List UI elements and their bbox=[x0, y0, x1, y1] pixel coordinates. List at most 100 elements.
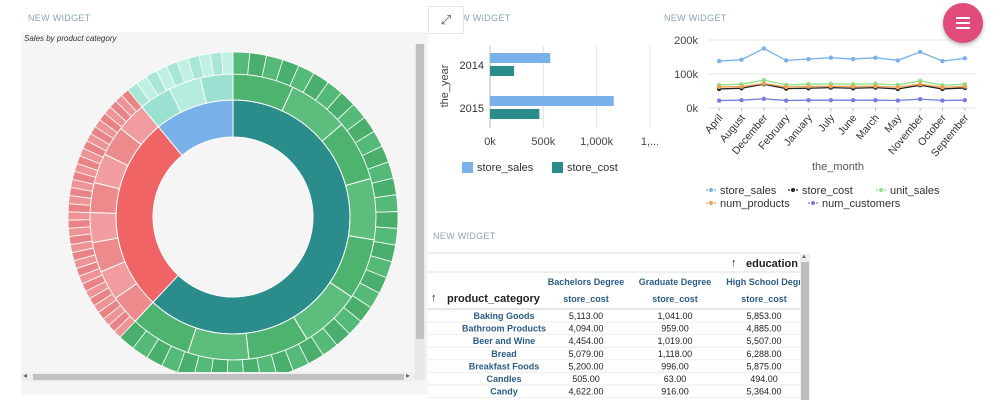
data-point bbox=[739, 57, 744, 62]
chart-title: Sales by product category bbox=[24, 34, 117, 43]
data-point bbox=[895, 58, 901, 63]
table-cell: 5,079.00 bbox=[568, 349, 603, 359]
sunburst-widget[interactable]: NEW WIDGET Sales by product category ◂ ▸ bbox=[21, 6, 428, 395]
data-point bbox=[806, 56, 811, 62]
table-cell: 63.00 bbox=[664, 374, 687, 384]
widget-title: NEW WIDGET bbox=[28, 13, 91, 23]
x-tick-label: 1,... bbox=[641, 136, 658, 148]
x-tick-label: 500k bbox=[531, 136, 555, 148]
data-point bbox=[716, 84, 722, 90]
data-point bbox=[940, 98, 945, 103]
y-tick-label: 0k bbox=[686, 103, 698, 115]
data-point bbox=[783, 84, 789, 90]
data-point bbox=[828, 55, 834, 60]
row-header: Bread bbox=[491, 349, 517, 359]
widget-title: NEW WIDGET bbox=[448, 13, 511, 23]
table-cell: 5,875.00 bbox=[746, 361, 781, 371]
data-point bbox=[962, 56, 968, 61]
row-header: Breakfast Foods bbox=[469, 361, 540, 371]
table-vertical-scrollbar[interactable]: ▲ bbox=[800, 254, 810, 400]
scroll-right-icon[interactable]: ▸ bbox=[406, 371, 411, 380]
sunburst-outer-segment bbox=[374, 194, 399, 213]
legend-marker bbox=[791, 188, 795, 192]
sunburst-outer-segment bbox=[67, 219, 91, 229]
data-point bbox=[873, 97, 878, 103]
hamburger-menu-icon bbox=[956, 14, 970, 32]
sunburst-outer-segment bbox=[375, 211, 399, 229]
bar bbox=[490, 109, 540, 119]
row-dimension-label: product_category bbox=[447, 293, 541, 305]
measure-header: store_cost bbox=[563, 294, 609, 304]
x-axis-label: the_month bbox=[812, 161, 864, 173]
legend-label: store_cost bbox=[567, 162, 618, 174]
data-point bbox=[895, 85, 901, 90]
table-cell: 959.00 bbox=[661, 324, 689, 334]
data-point bbox=[873, 55, 878, 60]
menu-fab-button[interactable] bbox=[943, 3, 983, 43]
table-cell: 1,041.00 bbox=[657, 311, 692, 321]
sunburst-outer-segment bbox=[232, 51, 251, 76]
row-header: Candy bbox=[490, 387, 518, 397]
table-cell: 1,118.00 bbox=[658, 349, 692, 359]
series-line bbox=[719, 79, 965, 86]
table-cell: 505.00 bbox=[572, 374, 600, 384]
data-point bbox=[917, 49, 923, 55]
bar-chart-widget[interactable]: NEW WIDGET 0k 500k 1,000k 1,... 2014 2015 the_… bbox=[428, 6, 658, 186]
column-header: Graduate Degree bbox=[639, 277, 712, 287]
table-cell: 5,507.00 bbox=[746, 336, 781, 346]
row-header: Bathroom Products bbox=[462, 324, 546, 334]
data-point bbox=[850, 84, 856, 89]
data-point bbox=[761, 81, 767, 86]
data-point bbox=[739, 97, 744, 103]
row-header: Beer and Wine bbox=[473, 336, 535, 346]
data-point bbox=[761, 77, 767, 83]
data-point bbox=[940, 58, 945, 64]
data-point bbox=[739, 84, 744, 89]
table-cell: 494.00 bbox=[750, 374, 778, 384]
table-cell: 5,113.00 bbox=[569, 311, 603, 321]
scroll-left-icon[interactable]: ◂ bbox=[23, 371, 28, 380]
column-header: High School Degr bbox=[726, 277, 800, 287]
data-point bbox=[716, 58, 722, 64]
x-tick-label: 1,000k bbox=[580, 136, 614, 148]
scrollbar-thumb[interactable] bbox=[801, 262, 809, 400]
sunburst-chart[interactable] bbox=[21, 42, 415, 372]
data-point bbox=[850, 97, 856, 103]
line-chart-widget[interactable]: NEW WIDGET 0k 100k 200k April August December… bbox=[658, 6, 988, 216]
expand-arrows-icon: ⤢ bbox=[440, 12, 452, 27]
x-tick-label: 0k bbox=[484, 136, 496, 148]
row-header: Baking Goods bbox=[473, 311, 534, 321]
pivot-table-widget[interactable]: NEW WIDGET ↑ education Bachelors Degree Gra… bbox=[428, 226, 811, 400]
data-point bbox=[873, 84, 878, 89]
pivot-table[interactable]: ↑ education Bachelors Degree Graduate Degre… bbox=[428, 252, 800, 400]
bar-chart[interactable]: 0k 500k 1,000k 1,... 2014 2015 the_year store_s… bbox=[428, 6, 658, 186]
scrollbar-thumb[interactable] bbox=[33, 374, 404, 380]
legend-marker bbox=[811, 201, 815, 205]
data-point bbox=[962, 84, 968, 89]
horizontal-scrollbar[interactable] bbox=[21, 372, 415, 382]
line-chart[interactable]: 0k100k200kAprilAugustDecemberFebruaryJan… bbox=[658, 6, 988, 216]
table-cell: 996.00 bbox=[661, 361, 689, 371]
data-point bbox=[917, 78, 923, 84]
table-cell: 6,288.00 bbox=[746, 349, 781, 359]
column-header: Bachelors Degree bbox=[548, 277, 625, 287]
legend-swatch bbox=[552, 162, 563, 173]
expand-button[interactable]: ⤢ bbox=[428, 6, 464, 34]
sunburst-outer-segment bbox=[221, 51, 234, 75]
table-cell: 4,622.00 bbox=[568, 387, 603, 397]
vertical-scrollbar[interactable] bbox=[415, 44, 425, 380]
data-point bbox=[917, 96, 923, 102]
legend-label: unit_sales bbox=[890, 185, 940, 197]
scrollbar-thumb[interactable] bbox=[416, 44, 424, 339]
scroll-up-icon[interactable]: ▲ bbox=[801, 254, 807, 260]
legend-label: store_cost bbox=[802, 185, 853, 197]
table-cell: 4,094.00 bbox=[568, 324, 603, 334]
legend-label: store_sales bbox=[477, 162, 534, 174]
data-point bbox=[962, 97, 968, 103]
data-point bbox=[716, 98, 722, 103]
y-tick-label: 2014 bbox=[460, 60, 484, 72]
y-tick-label: 2015 bbox=[460, 103, 484, 115]
bar bbox=[490, 66, 515, 76]
legend-label: num_products bbox=[720, 198, 790, 210]
widget-title: NEW WIDGET bbox=[664, 13, 727, 23]
